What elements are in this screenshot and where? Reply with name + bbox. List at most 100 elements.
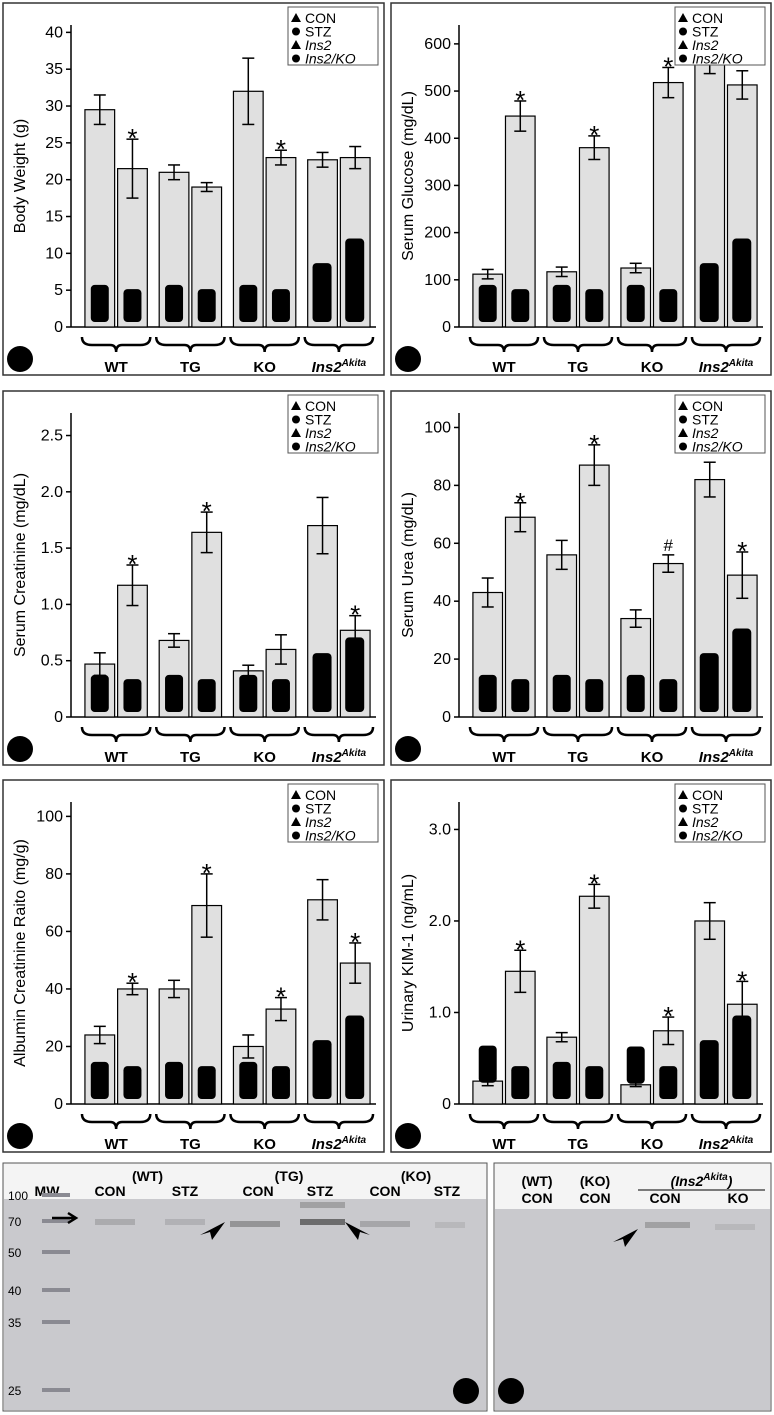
y-tick-label: 100: [36, 808, 63, 825]
bar-label-group: STZ: [659, 679, 678, 712]
legend-label: CON: [305, 10, 336, 26]
bar-label-group: CON: [626, 674, 645, 712]
bar-label-bg: [197, 289, 216, 322]
group-label-sup: Akita: [341, 748, 367, 759]
error-bar: [126, 982, 139, 996]
bar-label-bg: [312, 263, 332, 322]
bar-label-bg: [699, 1040, 719, 1099]
bar-label-group: STZ: [271, 289, 290, 322]
group-label: Ins2Akita: [699, 748, 754, 766]
bar-label-bg: [123, 679, 142, 712]
bar-label-group: CON: [552, 284, 571, 322]
bar-label: STZ: [199, 292, 215, 319]
bar-label: Ins2Akita: [314, 1043, 331, 1096]
bar-label-tail: /KO: [347, 242, 363, 268]
bar-label-group: STZ: [197, 1066, 216, 1099]
legend-label: Ins2: [692, 814, 719, 830]
error-bar: [242, 1034, 255, 1059]
bar-label-bg: [478, 1045, 497, 1083]
y-tick-label: 0: [442, 1096, 451, 1113]
error-bar: [274, 149, 287, 166]
panel-letter: C: [14, 740, 26, 759]
legend-marker: [678, 817, 688, 826]
bar-label-group: STZ: [271, 679, 290, 712]
bar-label-group: STZ: [659, 289, 678, 322]
bar-label-sup: Akita: [701, 656, 712, 682]
bar-label-group: CON: [165, 1061, 184, 1099]
y-tick-label: 20: [45, 1038, 63, 1055]
bar-label-group: CON: [90, 284, 109, 322]
legend-box: [674, 783, 766, 843]
ladder-band: [42, 1250, 70, 1254]
bar-label-base: Ins2: [702, 681, 718, 709]
bar-label-bg: [732, 628, 752, 712]
group-label: WT: [104, 1136, 127, 1153]
error-bar: [349, 942, 362, 984]
mw-tick-label: 70: [8, 1215, 22, 1229]
bar-label-bg: [699, 653, 719, 712]
y-tick-label: 2.0: [429, 913, 451, 930]
error-bar: [93, 1025, 106, 1045]
y-tick-label: 1.0: [429, 1004, 451, 1021]
error-bar: [168, 164, 181, 181]
bar-label: CON: [240, 1065, 256, 1096]
bar-label-bg: [552, 1061, 571, 1099]
bar-label-group: STZ: [585, 289, 604, 322]
group-brace: [542, 336, 614, 353]
group-label-sup: Akita: [728, 358, 754, 369]
group-label-sup: Akita: [728, 1135, 754, 1146]
bar-label: Ins2Akita: [701, 1043, 718, 1096]
legend-box: [287, 783, 379, 843]
legend-marker: [291, 790, 301, 799]
bar-label: CON: [480, 288, 496, 319]
bar-label-bg: [312, 653, 332, 712]
bar-label-bg: [511, 679, 530, 712]
y-tick-label: 25: [45, 135, 63, 152]
bar-label-base: Ins2: [734, 291, 750, 319]
y-axis-label: Urinary KIM-1 (ng/mL): [400, 874, 417, 1032]
legend-label: Ins2/KO: [692, 51, 743, 67]
ladder-band: [42, 1320, 70, 1324]
legend-marker: [678, 13, 688, 22]
protein-band: [300, 1202, 345, 1208]
bar: [578, 464, 610, 718]
legend-marker: [292, 415, 300, 424]
bar: [620, 1084, 652, 1105]
significance-mark: *: [737, 965, 747, 995]
panel-badge: [395, 736, 421, 762]
legend-marker: [292, 442, 300, 451]
y-tick-label: 600: [424, 36, 451, 53]
bar-label-group: STZ: [271, 1066, 290, 1099]
bar-label-base: Ins2: [702, 1068, 718, 1096]
bar-label: Ins2Akita: [701, 656, 718, 709]
legend-marker: [678, 790, 688, 799]
bar-label-bg: [271, 289, 290, 322]
legend-label: STZ: [305, 412, 332, 428]
significance-mark: *: [589, 429, 599, 459]
significance-mark: *: [127, 967, 137, 997]
group-brace: [468, 336, 540, 353]
legend-label: CON: [692, 398, 723, 414]
bar-label-base: Ins2: [702, 291, 718, 319]
group-label: WT: [104, 359, 127, 376]
ladder-band: [42, 1388, 70, 1392]
bar-label-group: CON: [90, 674, 109, 712]
mw-tick-label: 25: [8, 1384, 22, 1398]
significance-mark: *: [127, 123, 137, 153]
significance-mark: *: [276, 982, 286, 1012]
group-label: KO: [253, 1136, 276, 1153]
bar-label-tail: /KO: [734, 632, 750, 658]
error-bar: [168, 632, 181, 648]
ladder-band: [42, 1219, 70, 1223]
legend-label: STZ: [692, 801, 719, 817]
bar-label: CON: [240, 288, 256, 319]
error-bar: [588, 444, 601, 487]
bar-label-group: CON: [552, 1061, 571, 1099]
y-tick-label: 20: [433, 651, 451, 668]
panel-letter: F: [403, 1127, 413, 1146]
bar-label: STZ: [273, 1069, 289, 1096]
group-label: TG: [568, 1136, 589, 1153]
group-brace: [690, 1113, 762, 1130]
error-bar: [662, 1016, 675, 1046]
bar-label-group: Ins2Akita/KO: [345, 238, 365, 322]
